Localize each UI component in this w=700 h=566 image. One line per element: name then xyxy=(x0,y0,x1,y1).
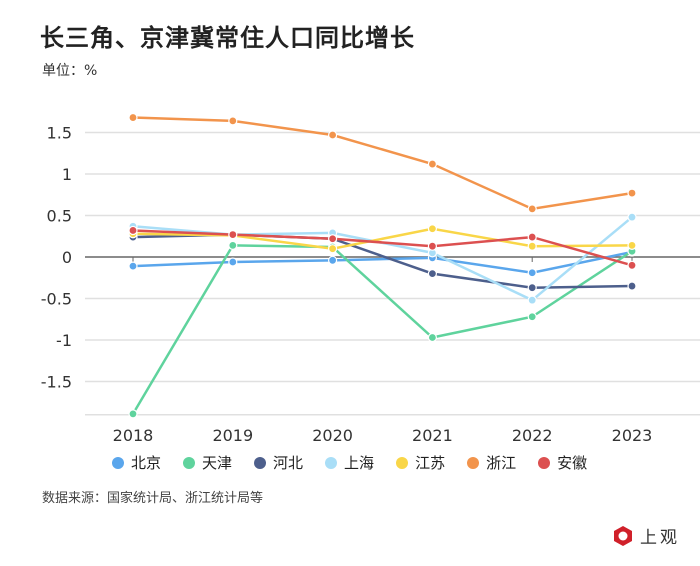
data-point xyxy=(527,232,537,242)
x-tick-label: 2023 xyxy=(612,426,653,445)
series-4 xyxy=(128,224,637,254)
y-tick-label: 1 xyxy=(62,165,72,184)
y-tick-label: 0 xyxy=(62,248,72,267)
data-point xyxy=(627,212,637,222)
data-point xyxy=(427,224,437,234)
data-point xyxy=(527,295,537,305)
data-point xyxy=(427,241,437,251)
y-tick-label: -1.5 xyxy=(41,373,72,392)
chart-title: 长三角、京津冀常住人口同比增长 xyxy=(40,24,415,52)
legend: 北京 天津 河北 上海 江苏 浙江 安徽 xyxy=(112,452,587,473)
series-line xyxy=(132,116,633,211)
logo-icon xyxy=(614,525,632,546)
legend-swatch xyxy=(325,456,338,469)
legend-label: 浙江 xyxy=(486,454,517,472)
series-6 xyxy=(128,225,637,270)
legend-item[interactable]: 北京 xyxy=(112,452,161,473)
legend-swatch xyxy=(254,456,267,469)
y-tick-label: -1 xyxy=(56,331,72,350)
legend-item[interactable]: 安徽 xyxy=(538,452,587,473)
legend-swatch xyxy=(112,456,124,469)
data-point xyxy=(228,240,238,250)
x-tick-label: 2020 xyxy=(312,426,353,445)
legend-swatch xyxy=(467,456,480,469)
legend-label: 河北 xyxy=(273,454,304,472)
series-line xyxy=(132,250,633,275)
legend-swatch xyxy=(396,456,409,469)
data-point xyxy=(128,112,138,123)
data-point xyxy=(627,281,637,291)
data-point xyxy=(427,332,437,343)
series-5 xyxy=(128,112,637,214)
data-point xyxy=(328,234,338,244)
data-point xyxy=(328,255,338,265)
series-1 xyxy=(128,240,637,419)
legend-item[interactable]: 天津 xyxy=(183,452,232,473)
data-point xyxy=(427,269,437,279)
data-point xyxy=(128,409,138,419)
legend-label: 北京 xyxy=(131,454,162,472)
data-point xyxy=(527,283,537,293)
data-point xyxy=(527,241,537,251)
source-note: 数据来源：国家统计局、浙江统计局等 xyxy=(42,491,264,506)
x-tick-label: 2018 xyxy=(113,426,154,445)
legend-item[interactable]: 浙江 xyxy=(467,452,516,473)
data-point xyxy=(627,188,637,198)
legend-label: 安徽 xyxy=(557,454,588,472)
data-point xyxy=(128,225,138,236)
data-point xyxy=(328,244,338,254)
data-point xyxy=(228,257,238,267)
legend-swatch xyxy=(538,456,551,469)
data-point xyxy=(328,130,338,140)
legend-swatch xyxy=(183,456,196,469)
logo: 上观 xyxy=(612,523,680,548)
data-point xyxy=(527,204,537,214)
data-point xyxy=(427,159,437,169)
legend-item[interactable]: 上海 xyxy=(325,452,374,473)
data-point xyxy=(627,240,637,250)
data-point xyxy=(527,268,537,278)
legend-item[interactable]: 江苏 xyxy=(396,452,445,473)
legend-item[interactable]: 河北 xyxy=(254,452,303,473)
y-tick-label: 1.5 xyxy=(47,124,72,143)
legend-label: 江苏 xyxy=(415,454,446,472)
series-0 xyxy=(128,247,637,278)
data-point xyxy=(527,312,537,322)
y-tick-label: -0.5 xyxy=(41,290,72,309)
x-tick-label: 2022 xyxy=(512,426,553,445)
x-tick-label: 2019 xyxy=(212,426,253,445)
legend-label: 上海 xyxy=(344,454,375,472)
data-point xyxy=(128,261,138,271)
data-point xyxy=(228,116,238,126)
data-point xyxy=(228,229,238,240)
x-tick-label: 2021 xyxy=(412,426,453,445)
y-tick-label: 0.5 xyxy=(47,207,72,226)
series-line xyxy=(132,229,633,267)
data-point xyxy=(627,260,637,270)
legend-label: 天津 xyxy=(202,454,233,472)
unit-label: 单位：% xyxy=(42,63,98,79)
logo-text: 上观 xyxy=(640,528,680,548)
line-chart: -1.5 -1 -0.5 0 0.5 1 1.5 2018 2019 2020 2021 2022 20… xyxy=(41,112,700,445)
series-line xyxy=(131,244,633,415)
